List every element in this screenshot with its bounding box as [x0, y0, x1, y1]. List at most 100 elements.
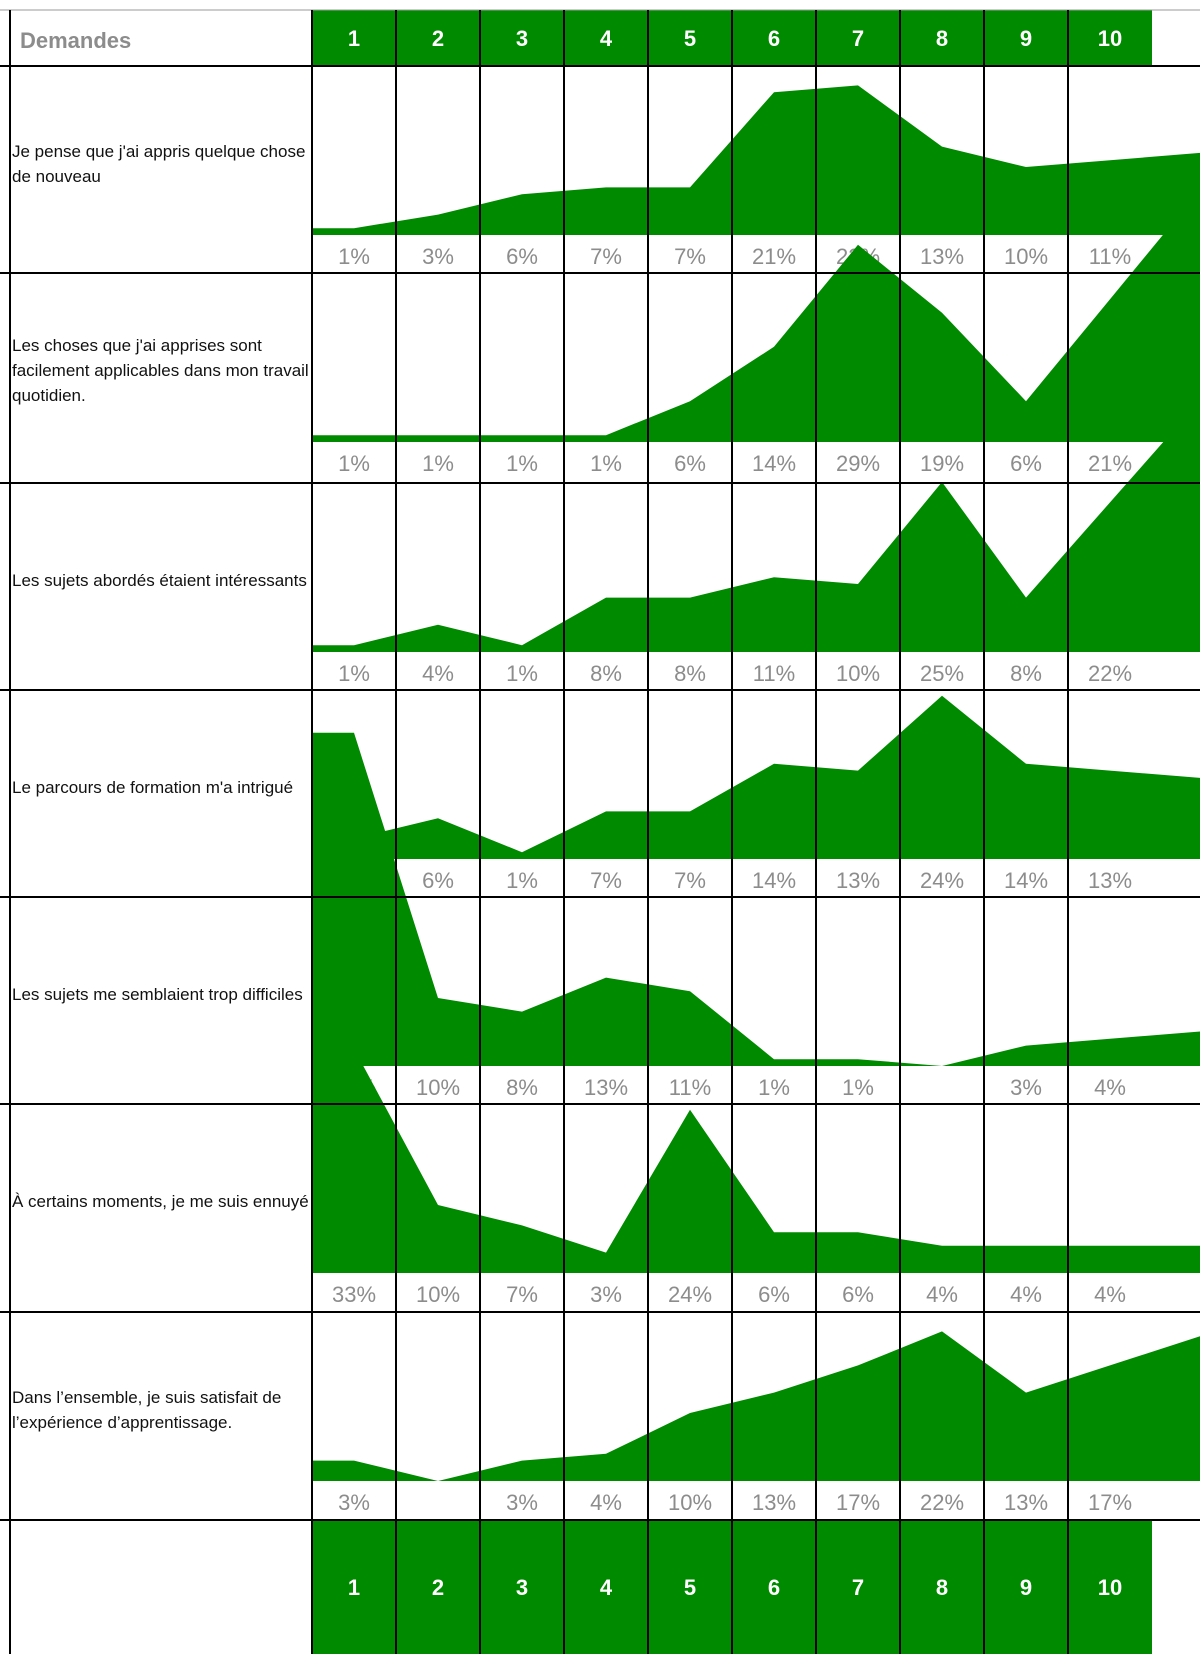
pct-label-row-3-col-5: 8% — [674, 661, 706, 686]
pct-label-row-4-col-5: 7% — [674, 868, 706, 893]
pct-label-row-4-col-3: 1% — [506, 868, 538, 893]
pct-label-row-2-col-8: 19% — [920, 451, 964, 476]
pct-label-row-7-col-5: 10% — [668, 1490, 712, 1515]
pct-label-row-1-col-6: 21% — [752, 244, 796, 269]
pct-label-row-4-col-2: 6% — [422, 868, 454, 893]
pct-label-row-6-col-6: 6% — [758, 1282, 790, 1307]
pct-label-row-5-col-6: 1% — [758, 1075, 790, 1100]
footer-col-label-5: 5 — [684, 1575, 696, 1600]
pct-label-row-3-col-1: 1% — [338, 661, 370, 686]
area-series-row-4 — [312, 695, 1200, 859]
header-col-label-6: 6 — [768, 26, 780, 51]
footer-cell-6 — [732, 1520, 816, 1654]
pct-label-row-6-col-8: 4% — [926, 1282, 958, 1307]
footer-col-label-8: 8 — [936, 1575, 948, 1600]
pct-label-row-4-col-10: 13% — [1088, 868, 1132, 893]
pct-label-row-5-col-4: 13% — [584, 1075, 628, 1100]
pct-label-row-4-col-8: 24% — [920, 868, 964, 893]
header-cell-3 — [480, 10, 564, 66]
pct-label-row-3-col-9: 8% — [1010, 661, 1042, 686]
pct-label-row-7-col-10: 17% — [1088, 1490, 1132, 1515]
area-series-row-7 — [312, 1331, 1200, 1481]
footer-col-label-3: 3 — [516, 1575, 528, 1600]
pct-label-row-1-col-3: 6% — [506, 244, 538, 269]
footer-col-label-4: 4 — [600, 1575, 613, 1600]
pct-label-row-7-col-9: 13% — [1004, 1490, 1048, 1515]
row-question-label: Les sujets me semblaient trop difficiles — [12, 985, 303, 1004]
pct-label-row-1-col-1: 1% — [338, 244, 370, 269]
pct-label-row-6-col-7: 6% — [842, 1282, 874, 1307]
pct-label-row-2-col-1: 1% — [338, 451, 370, 476]
pct-label-row-3-col-7: 10% — [836, 661, 880, 686]
pct-label-row-3-col-10: 22% — [1088, 661, 1132, 686]
pct-label-row-5-col-5: 11% — [669, 1075, 711, 1100]
header-cell-2 — [396, 10, 480, 66]
header-col-label-2: 2 — [432, 26, 444, 51]
pct-label-row-5-col-7: 1% — [842, 1075, 874, 1100]
pct-label-row-1-col-10: 11% — [1089, 244, 1131, 269]
header-cell-9 — [984, 10, 1068, 66]
pct-label-row-6-col-10: 4% — [1094, 1282, 1126, 1307]
header-col-label-5: 5 — [684, 26, 696, 51]
pct-label-row-7-col-8: 22% — [920, 1490, 964, 1515]
footer-cell-2 — [396, 1520, 480, 1654]
footer-cell-4 — [564, 1520, 648, 1654]
footer-col-label-10: 10 — [1098, 1575, 1122, 1600]
row-question-label: Je pense que j'ai appris quelque chose d… — [12, 141, 306, 186]
footer-col-label-2: 2 — [432, 1575, 444, 1600]
area-series-row-2 — [312, 189, 1200, 442]
pct-label-row-3-col-3: 1% — [506, 661, 538, 686]
pct-label-row-2-col-7: 29% — [836, 451, 880, 476]
pct-label-row-6-col-1: 33% — [332, 1282, 376, 1307]
row-question-label: À certains moments, je me suis ennuyé — [12, 1192, 309, 1211]
pct-label-row-6-col-4: 3% — [590, 1282, 622, 1307]
pct-label-row-2-col-10: 21% — [1088, 451, 1132, 476]
row-question-label: Les sujets abordés étaient intéressants — [12, 571, 307, 590]
pct-label-row-4-col-7: 13% — [836, 868, 880, 893]
footer-cell-3 — [480, 1520, 564, 1654]
pct-label-row-4-col-6: 14% — [752, 868, 796, 893]
pct-label-row-6-col-9: 4% — [1010, 1282, 1042, 1307]
footer-col-label-6: 6 — [768, 1575, 780, 1600]
header-col-label-7: 7 — [852, 26, 864, 51]
pct-label-row-2-col-9: 6% — [1010, 451, 1042, 476]
footer-cell-10 — [1068, 1520, 1152, 1654]
header-cell-6 — [732, 10, 816, 66]
pct-label-row-7-col-7: 17% — [836, 1490, 880, 1515]
pct-label-row-2-col-4: 1% — [590, 451, 622, 476]
row-question-label: Le parcours de formation m'a intrigué — [12, 778, 294, 797]
header-cell-8 — [900, 10, 984, 66]
pct-label-row-4-col-9: 14% — [1004, 868, 1048, 893]
row-question-label: Les choses que j'ai apprises sont facile… — [12, 336, 309, 405]
header-col-label-4: 4 — [600, 26, 613, 51]
header-cell-4 — [564, 10, 648, 66]
footer-col-label-7: 7 — [852, 1575, 864, 1600]
header-cell-1 — [312, 10, 396, 66]
pct-label-row-2-col-2: 1% — [422, 451, 454, 476]
header-cell-5 — [648, 10, 732, 66]
pct-label-row-3-col-4: 8% — [590, 661, 622, 686]
area-series-row-1 — [312, 85, 1200, 236]
footer-cell-9 — [984, 1520, 1068, 1654]
pct-label-row-7-col-3: 3% — [506, 1490, 538, 1515]
pct-label-row-7-col-4: 4% — [590, 1490, 622, 1515]
area-series-row-3 — [312, 400, 1200, 652]
pct-label-row-2-col-5: 6% — [674, 451, 706, 476]
header-label: Demandes — [20, 28, 132, 53]
pct-label-row-1-col-9: 10% — [1004, 244, 1048, 269]
header-cell-7 — [816, 10, 900, 66]
footer-cell-1 — [312, 1520, 396, 1654]
pct-label-row-1-col-4: 7% — [590, 244, 622, 269]
footer-cell-5 — [648, 1520, 732, 1654]
header-col-label-9: 9 — [1020, 26, 1032, 51]
footer-cell-8 — [900, 1520, 984, 1654]
footer-col-label-1: 1 — [348, 1575, 360, 1600]
pct-label-row-2-col-3: 1% — [506, 451, 538, 476]
pct-label-row-1-col-5: 7% — [674, 244, 706, 269]
header-col-label-3: 3 — [516, 26, 528, 51]
row-question-label: Dans l’ensemble, je suis satisfait de l’… — [12, 1387, 282, 1432]
pct-label-row-6-col-2: 10% — [416, 1282, 460, 1307]
pct-label-row-7-col-6: 13% — [752, 1490, 796, 1515]
pct-label-row-6-col-3: 7% — [506, 1282, 538, 1307]
